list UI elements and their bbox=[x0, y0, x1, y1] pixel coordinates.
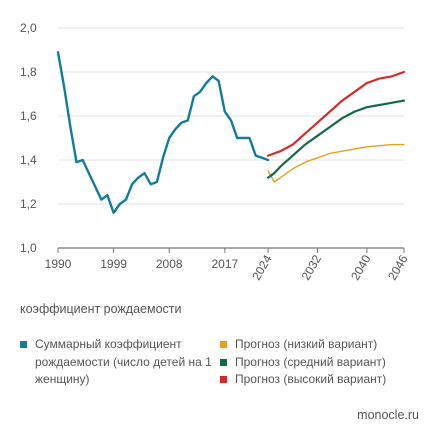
series-line-historical bbox=[56, 51, 270, 215]
legend-item-high: Прогноз (высокий вариант) bbox=[220, 371, 435, 389]
x-tick-label: 2032 bbox=[299, 252, 325, 282]
legend-label-medium: Прогноз (средний вариант) bbox=[235, 354, 386, 369]
legend-left: Суммарный коэффициент рождаемости (число… bbox=[20, 336, 220, 389]
y-tick-label: 1,8 bbox=[20, 65, 37, 79]
legend-label-high: Прогноз (высокий вариант) bbox=[235, 372, 387, 386]
chart-caption: коэффициент рождаемости bbox=[20, 302, 182, 316]
x-tick-label: 2046 bbox=[385, 252, 411, 282]
y-tick-label: 1,6 bbox=[20, 109, 37, 123]
x-tick-label: 2024 bbox=[249, 252, 275, 282]
x-tick-label: 2008 bbox=[156, 257, 183, 271]
y-tick-label: 2,0 bbox=[20, 21, 37, 35]
x-tick-label: 2017 bbox=[211, 257, 238, 271]
y-tick-label: 1,0 bbox=[20, 241, 37, 255]
y-tick-label: 1,2 bbox=[20, 197, 37, 211]
series-line-high bbox=[267, 70, 406, 157]
legend-swatch-medium bbox=[220, 358, 227, 366]
x-tick-label: 1999 bbox=[100, 257, 127, 271]
legend-swatch-low bbox=[220, 341, 227, 348]
y-tick-label: 1,4 bbox=[20, 153, 37, 167]
source-label: monocle.ru bbox=[357, 408, 419, 422]
legend-item-medium: Прогноз (средний вариант) bbox=[220, 354, 435, 372]
series-line-medium bbox=[267, 99, 406, 179]
legend-label-historical: Суммарный коэффициент рождаемости (число… bbox=[35, 337, 212, 386]
chart-area: 2,0 1,8 1,6 1,4 1,2 1,0 1990 1999 2008 2017 2024 20… bbox=[20, 21, 411, 283]
legend-item-historical: Суммарный коэффициент рождаемости (число… bbox=[20, 336, 220, 389]
series-line-low bbox=[267, 143, 405, 183]
x-tick-label: 1990 bbox=[45, 257, 72, 271]
legend-swatch-high bbox=[220, 376, 227, 383]
x-tick-label: 2040 bbox=[348, 252, 374, 282]
legend-item-low: Прогноз (низкий вариант) bbox=[220, 336, 435, 354]
legend-swatch-historical bbox=[20, 341, 27, 348]
legend-right: Прогноз (низкий вариант) Прогноз (средни… bbox=[220, 336, 435, 389]
legend-label-low: Прогноз (низкий вариант) bbox=[235, 337, 378, 351]
